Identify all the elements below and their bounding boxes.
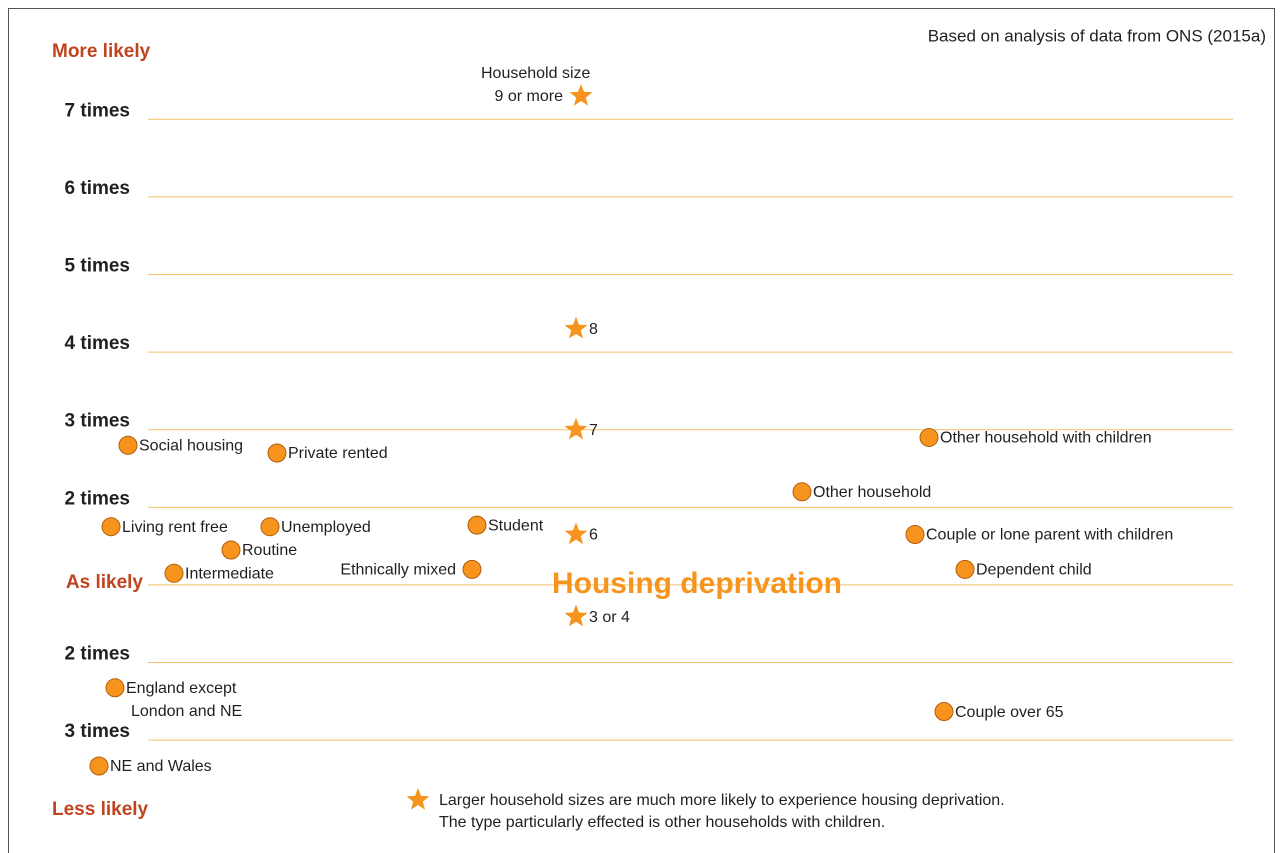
point [934,702,954,722]
note-star [406,788,430,810]
point-label: Couple or lone parent with children [926,527,1173,544]
star-heading: Household size [481,65,591,82]
point-label: Other household [813,484,931,501]
point-label: Unemployed [281,519,371,536]
y-tick-label: 6 times [65,178,130,199]
point [462,559,482,579]
frame [8,8,1275,853]
point-label: 8 [589,321,598,338]
point-label: 3 or 4 [589,609,630,626]
top-label: More likely [52,41,151,62]
y-tick-label: 4 times [65,333,130,354]
y-tick-label: 2 times [65,644,130,665]
note: Larger household sizes are much more lik… [439,792,1005,809]
point [792,482,812,502]
point-label: Other household with children [940,430,1152,447]
point-label: Student [488,517,544,534]
point [164,563,184,583]
source: Based on analysis of data from ONS (2015… [928,26,1266,45]
point [467,515,487,535]
point [221,540,241,560]
star-marker [569,84,593,106]
point-label: 9 or more [495,88,564,105]
y-tick-label: As likely [66,572,144,593]
point [919,427,939,447]
point [905,524,925,544]
note: The type particularly effected is other … [439,814,885,831]
y-tick-label: 2 times [65,488,130,509]
point [89,756,109,776]
point-label: Social housing [139,437,243,454]
y-tick-label: 3 times [65,411,130,432]
point [101,517,121,537]
point-label: Routine [242,542,297,559]
point-label: Dependent child [976,562,1092,579]
point-label: Ethnically mixed [340,562,456,579]
point-label: Living rent free [122,519,228,536]
star-marker [564,417,588,440]
star-marker [564,522,588,545]
chart-title: Housing deprivation [552,567,842,600]
point-label: Couple over 65 [955,704,1064,721]
point [105,678,125,698]
y-tick-label: 7 times [65,100,130,121]
y-tick-label: 5 times [65,256,130,277]
point [118,435,138,455]
point-label: Intermediate [185,565,274,582]
point-label: Private rented [288,445,388,462]
y-tick-label: 3 times [65,721,130,742]
bottom-label: Less likely [52,799,149,820]
star-marker [564,604,588,627]
point [955,559,975,579]
point-label: 6 [589,527,598,544]
point-label: NE and Wales [110,758,212,775]
point-label: London and NE [131,703,242,720]
star-marker [564,316,588,339]
point [267,443,287,463]
point [260,517,280,537]
point-label: 7 [589,422,598,439]
point-label: England except [126,680,237,697]
